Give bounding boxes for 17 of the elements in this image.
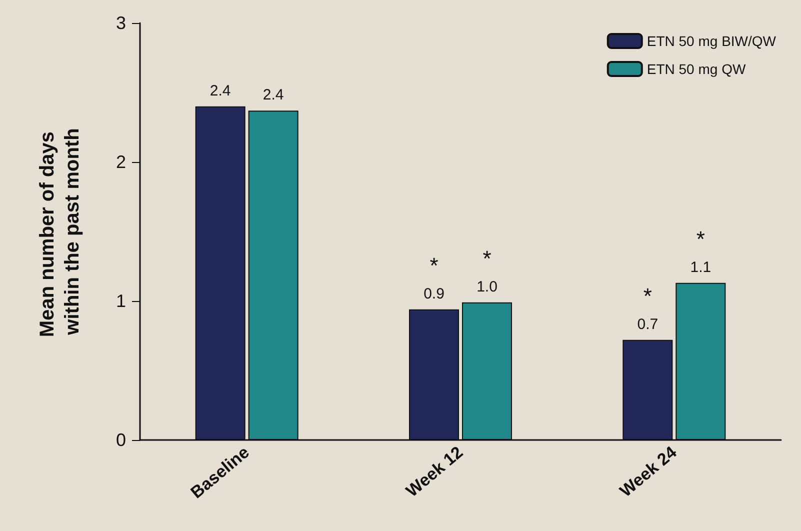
annotation: * [482,246,492,271]
data-label: 2.4 [210,82,231,100]
y-tick-label: 2 [116,152,126,172]
data-label: 1.1 [690,258,712,276]
legend-label: ETN 50 mg QW [646,61,746,77]
data-label: 0.7 [637,316,658,333]
annotation: * [643,283,652,308]
data-label: 2.4 [262,86,284,104]
data-label: 1.0 [476,278,498,296]
data-label: 0.9 [424,285,444,302]
y-axis-title: Mean number of days within the past month [36,126,84,338]
y-tick-label: 3 [116,13,126,33]
y-tick-label: 1 [116,291,126,311]
annotation: * [430,252,439,278]
annotation: * [696,226,706,252]
legend-label: ETN 50 mg BIW/QW [646,33,777,49]
y-tick-label: 0 [116,430,126,450]
